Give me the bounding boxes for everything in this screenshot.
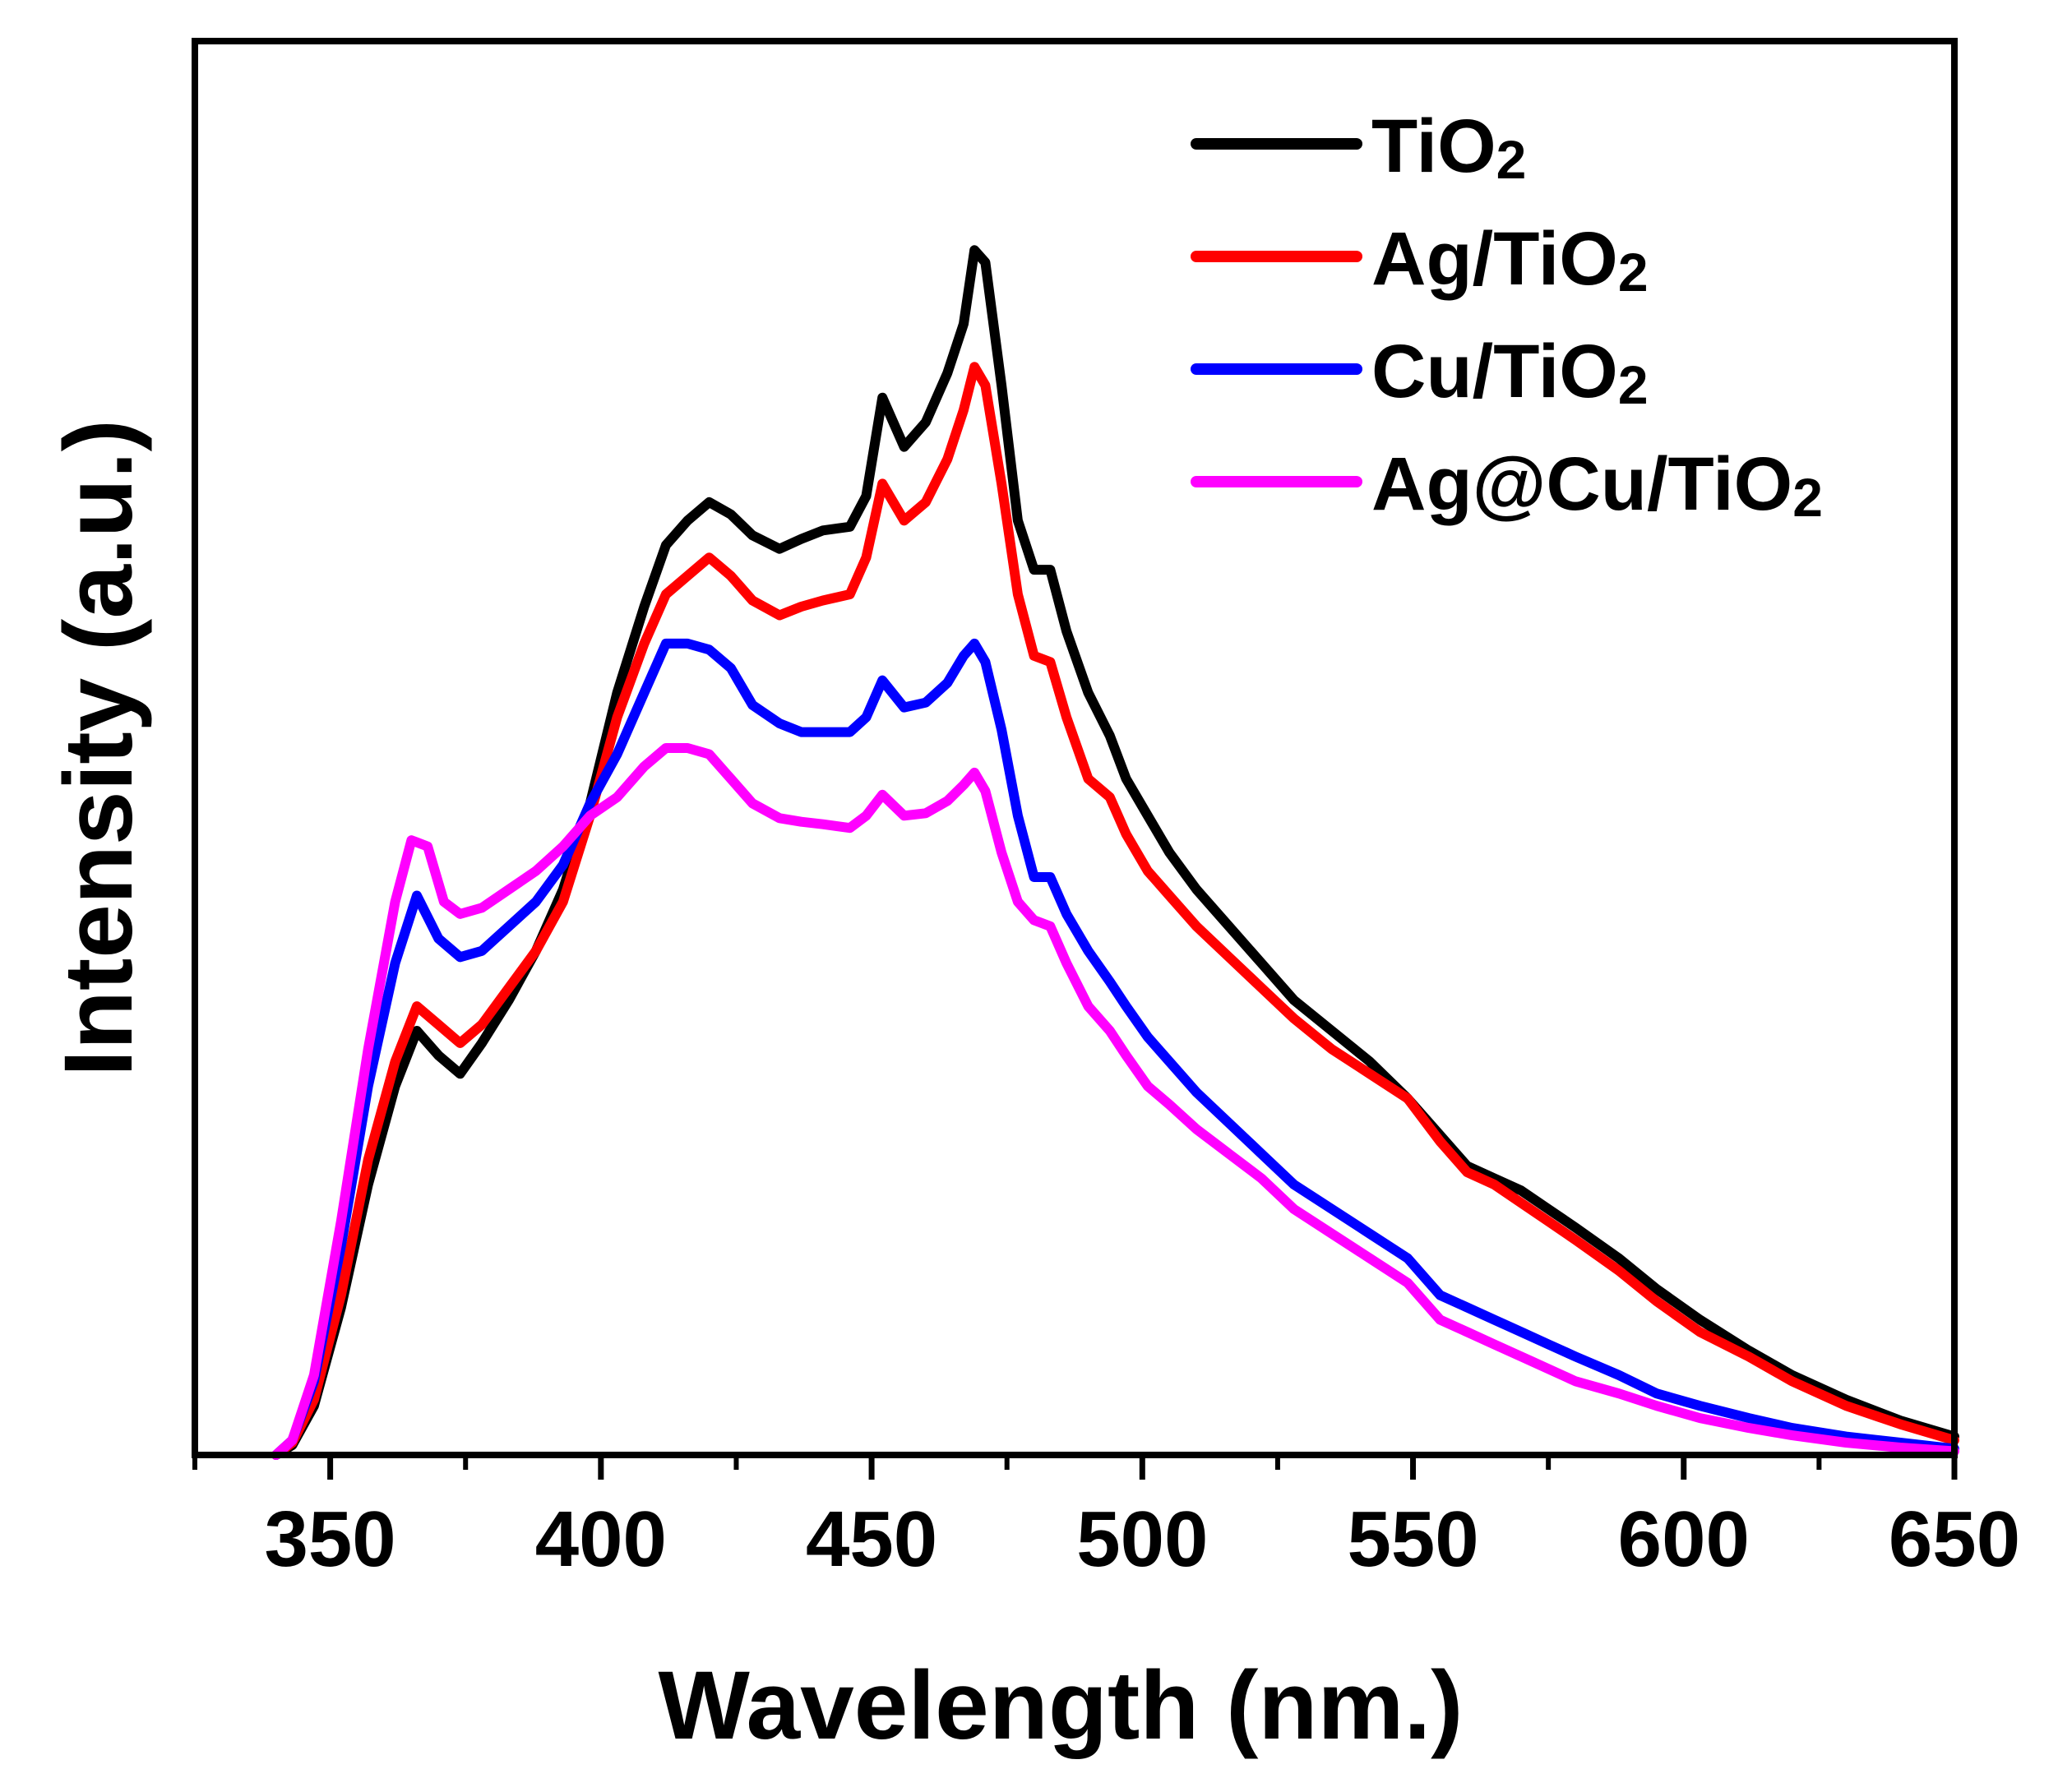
- plot-frame: [192, 38, 1958, 1458]
- x-tick-label-6: 650: [1889, 1495, 2020, 1583]
- series-layer: [271, 245, 1959, 1460]
- legend-label-2: Cu/TiO2: [1371, 330, 1649, 415]
- x-tick-label-5: 600: [1618, 1495, 1750, 1583]
- series-line-3: [271, 743, 1959, 1460]
- ticks-layer: 350 400 450 500 550 600 650: [192, 1455, 2020, 1583]
- legend-label-1: Ag/TiO2: [1371, 217, 1649, 303]
- x-axis-title: Wavelength (nm.): [659, 1651, 1464, 1760]
- legend-label-0: TiO2: [1371, 104, 1526, 190]
- x-tick-label-0: 350: [265, 1495, 396, 1583]
- x-tick-label-4: 550: [1347, 1495, 1478, 1583]
- series-line-0: [271, 245, 1959, 1460]
- legend: TiO2 Ag/TiO2 Cu/TiO2 Ag@Cu/TiO2: [1191, 104, 1823, 528]
- x-tick-label-3: 500: [1076, 1495, 1208, 1583]
- x-tick-label-2: 450: [806, 1495, 937, 1583]
- series-line-2: [271, 638, 1959, 1460]
- y-axis-title: Intensity (a.u.): [44, 419, 153, 1077]
- legend-label-3: Ag@Cu/TiO2: [1371, 442, 1823, 528]
- series-line-1: [271, 362, 1959, 1460]
- x-tick-label-1: 400: [535, 1495, 667, 1583]
